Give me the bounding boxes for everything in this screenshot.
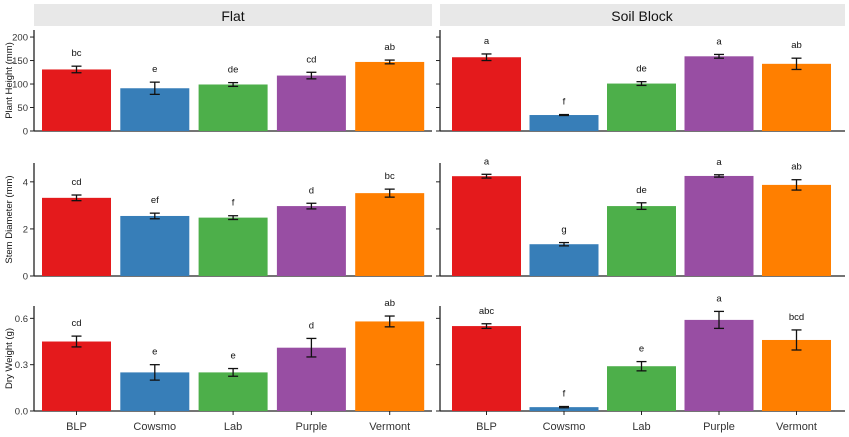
x-tick-label: Purple xyxy=(703,421,735,433)
y-tick-label: 150 xyxy=(12,56,28,67)
significance-label: e xyxy=(152,347,157,358)
facet-strip-soil-block xyxy=(440,4,845,26)
bar-lab xyxy=(198,84,268,131)
significance-label: g xyxy=(561,225,566,236)
bar-cowsmo xyxy=(529,244,599,276)
bar-purple xyxy=(684,319,754,411)
bar-blp xyxy=(42,69,111,131)
y-axis-label: Dry Weight (g) xyxy=(4,328,15,389)
bar-vermont xyxy=(762,339,831,411)
significance-label: ef xyxy=(151,195,159,206)
significance-label: d xyxy=(309,185,314,196)
significance-label: e xyxy=(152,64,157,75)
significance-label: a xyxy=(484,36,490,47)
y-tick-label: 0 xyxy=(23,272,28,283)
bar-lab xyxy=(198,217,268,276)
x-tick-label: Lab xyxy=(632,421,650,433)
significance-label: de xyxy=(636,64,647,75)
x-tick-label: Vermont xyxy=(369,421,410,433)
bar-vermont xyxy=(355,61,425,132)
bar-purple xyxy=(276,347,346,411)
y-tick-label: 2 xyxy=(23,224,28,235)
y-tick-label: 0 xyxy=(23,127,28,138)
significance-label: e xyxy=(639,344,644,355)
x-tick-label: Purple xyxy=(296,421,328,433)
bar-purple xyxy=(684,56,754,131)
bar-vermont xyxy=(355,321,425,411)
significance-label: cd xyxy=(71,318,81,329)
y-tick-label: 0.3 xyxy=(15,360,28,371)
facet-strips: Flat Soil Block xyxy=(34,4,845,26)
facet-strip-flat xyxy=(34,4,432,26)
bar-lab xyxy=(607,83,676,131)
bar-cowsmo xyxy=(529,407,599,411)
x-tick-label: BLP xyxy=(66,421,87,433)
bar-lab xyxy=(607,206,676,276)
y-tick-label: 200 xyxy=(12,33,28,44)
significance-label: de xyxy=(228,65,239,76)
x-tick-label: Vermont xyxy=(776,421,817,433)
significance-label: ab xyxy=(384,42,395,53)
significance-label: a xyxy=(484,156,490,167)
bar-lab xyxy=(607,366,676,411)
bar-cowsmo xyxy=(120,215,190,276)
bar-cowsmo xyxy=(529,115,599,131)
y-axis-label: Plant Height (mm) xyxy=(4,42,15,119)
bar-blp xyxy=(42,197,111,276)
bar-vermont xyxy=(762,184,831,276)
significance-label: de xyxy=(636,185,647,196)
significance-label: ab xyxy=(791,162,802,173)
significance-label: d xyxy=(309,320,314,331)
significance-label: ab xyxy=(384,298,395,309)
bar-purple xyxy=(684,175,754,276)
x-tick-label: Lab xyxy=(224,421,242,433)
bar-lab xyxy=(198,372,268,411)
y-tick-label: 0.0 xyxy=(15,407,28,418)
significance-label: cd xyxy=(306,54,316,65)
significance-label: a xyxy=(716,157,722,168)
bar-vermont xyxy=(355,193,425,276)
bar-cowsmo xyxy=(120,88,190,131)
significance-label: f xyxy=(232,198,235,209)
x-tick-label: Cowsmo xyxy=(133,421,176,433)
significance-label: bcd xyxy=(789,312,804,323)
significance-label: a xyxy=(716,36,722,47)
y-axis-label: Stem Diameter (mm) xyxy=(4,175,15,263)
bar-blp xyxy=(452,326,521,411)
significance-label: bc xyxy=(385,171,395,182)
significance-label: f xyxy=(563,389,566,400)
bar-vermont xyxy=(762,63,831,131)
significance-label: ab xyxy=(791,40,802,51)
bar-blp xyxy=(452,176,521,276)
significance-label: abc xyxy=(479,306,495,317)
significance-label: e xyxy=(230,351,235,362)
significance-label: a xyxy=(716,293,722,304)
x-tick-label: Cowsmo xyxy=(543,421,586,433)
x-tick-label: BLP xyxy=(476,421,497,433)
facet-title-soil-block: Soil Block xyxy=(611,8,673,24)
significance-label: bc xyxy=(71,48,81,59)
bar-blp xyxy=(42,341,111,411)
y-tick-label: 4 xyxy=(23,177,28,188)
bar-blp xyxy=(452,57,521,131)
significance-label: cd xyxy=(71,177,81,188)
significance-label: f xyxy=(563,97,566,108)
facet-title-flat: Flat xyxy=(221,8,244,24)
bar-purple xyxy=(276,206,346,276)
y-tick-label: 0.6 xyxy=(15,314,28,325)
y-tick-label: 100 xyxy=(12,80,28,91)
bar-purple xyxy=(276,75,346,131)
y-tick-label: 50 xyxy=(17,103,28,114)
